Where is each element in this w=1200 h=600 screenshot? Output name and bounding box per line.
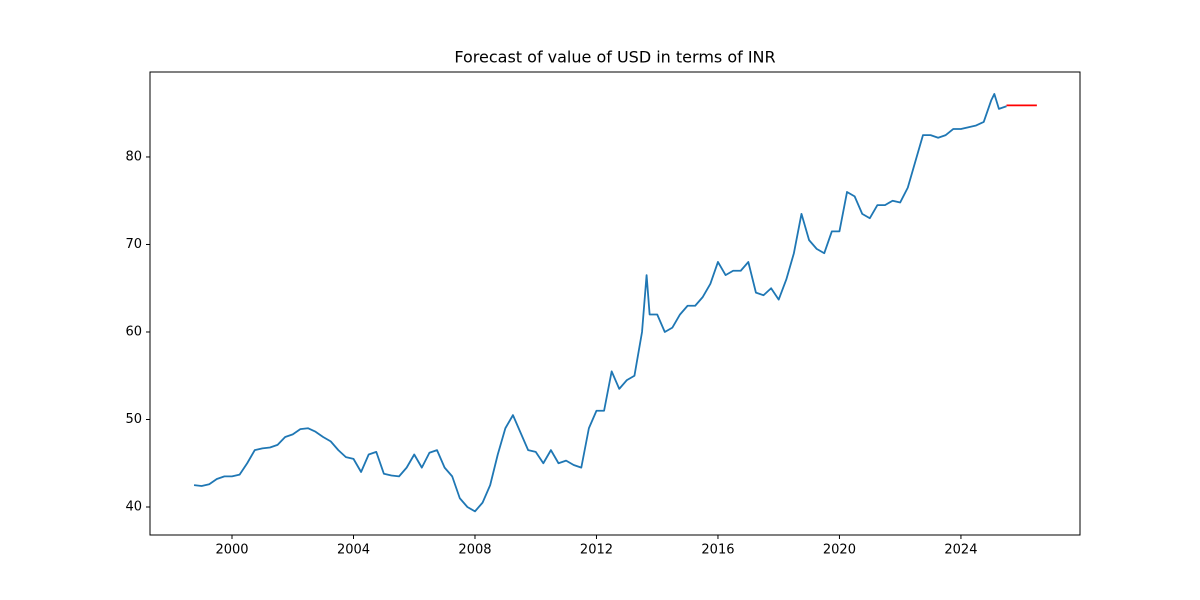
x-tick-label: 2016 xyxy=(701,543,734,558)
y-tick-label: 60 xyxy=(125,324,142,339)
series-line xyxy=(193,93,1007,513)
y-tick-label: 40 xyxy=(125,499,142,514)
x-tick-label: 2008 xyxy=(458,543,491,558)
chart-title: Forecast of value of USD in terms of INR xyxy=(454,48,775,67)
x-tick-label: 2004 xyxy=(337,543,370,558)
x-tick-label: 2000 xyxy=(215,543,248,558)
x-tick-label: 2024 xyxy=(944,543,977,558)
x-tick-label: 2020 xyxy=(823,543,856,558)
y-tick-label: 80 xyxy=(125,149,142,164)
y-tick-label: 70 xyxy=(125,237,142,252)
x-tick-label: 2012 xyxy=(580,543,613,558)
plot-frame xyxy=(149,71,1081,536)
y-tick-label: 50 xyxy=(125,412,142,427)
